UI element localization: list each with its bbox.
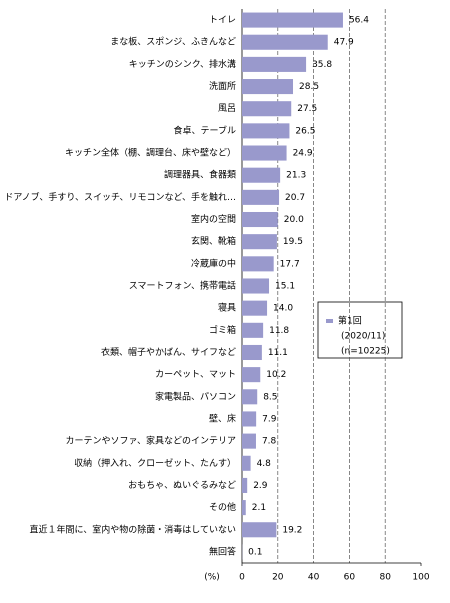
y-tick-label: カーペット、マット [155,369,236,380]
bar [242,500,246,515]
y-tick-label: 食卓、テーブル [174,124,236,136]
bar [242,79,293,94]
bar [242,456,251,471]
bar [242,434,256,449]
data-label: 4.8 [257,459,272,469]
bar [242,146,287,161]
data-label: 28.5 [299,82,319,92]
y-tick-label: 寝具 [218,302,236,314]
bar [242,57,306,72]
y-tick-label: 風呂 [218,103,236,114]
legend-swatch [326,319,333,323]
bar [242,345,262,360]
bar [242,168,280,183]
x-tick-label: 0 [239,573,245,583]
data-label: 2.1 [252,503,266,513]
data-label: 47.9 [334,38,354,48]
bar [242,35,328,50]
bar [242,367,260,382]
y-tick-label: 直近１年間に、室内や物の除菌・消毒はしていない [30,523,236,535]
x-tick-label: 20 [272,573,284,583]
y-tick-label: 冷蔵庫の中 [191,257,236,269]
data-label: 8.5 [263,392,277,402]
bar [242,234,277,249]
data-label: 19.2 [282,525,302,535]
y-tick-label: ドアノブ、手すり、スイッチ、リモコンなど、手を触れ… [4,191,236,203]
x-tick-label: 100 [412,573,429,583]
bar [242,478,247,493]
y-tick-label: キッチン全体（棚、調理台、床や壁など） [65,147,236,159]
data-label: 19.5 [283,237,303,247]
y-tick-label: スマートフォン、携帯電話 [129,280,236,292]
data-label: 35.8 [312,60,332,70]
data-label: 26.5 [295,126,315,136]
y-tick-label: おもちゃ、ぬいぐるみなど [128,480,236,491]
data-label: 2.9 [253,481,268,491]
data-label: 15.1 [275,282,295,292]
y-tick-label: 収納（押入れ、クローゼット、たんす） [74,457,236,469]
y-tick-label: まな板、スポンジ、ふきんなど [110,36,236,48]
bar [242,13,343,28]
data-label: 56.4 [349,16,369,26]
bar [242,256,274,271]
data-label: 10.2 [266,370,286,380]
data-label: 17.7 [280,259,300,269]
bar [242,101,291,116]
data-label: 24.9 [293,149,313,159]
data-label: 21.3 [286,171,306,181]
legend-note: (2020/11) [341,332,385,342]
y-tick-label: 調理器具、食器類 [164,169,236,181]
y-tick-label: 無回答 [209,545,236,557]
data-label: 11.1 [268,348,288,358]
bar [242,123,289,138]
y-tick-label: 衣類、帽子やかばん、サイフなど [101,346,236,358]
data-label: 7.8 [262,437,277,447]
bar [242,389,257,404]
y-tick-label: 壁、床 [209,412,236,424]
x-axis-label: (%) [204,573,220,583]
data-label: 11.8 [269,326,289,336]
bar [242,190,279,205]
legend-label: 第1回 [338,315,362,327]
y-tick-label: 洗面所 [209,80,236,92]
x-tick-label: 80 [379,573,391,583]
data-label: 27.5 [297,104,317,114]
data-label: 0.1 [248,547,262,557]
y-tick-label: トイレ [209,16,236,26]
y-tick-label: 家電製品、パソコン [155,390,236,402]
data-label: 14.0 [273,304,293,314]
x-tick-label: 60 [344,573,356,583]
y-tick-label: ゴミ箱 [209,324,236,336]
legend-note: (n=10225) [341,347,390,357]
bar [242,278,269,293]
x-tick-label: 40 [308,573,320,583]
y-tick-label: 室内の空間 [191,213,236,225]
bar [242,301,267,316]
data-label: 20.7 [285,193,305,203]
y-tick-label: キッチンのシンク、排水溝 [129,58,236,70]
y-tick-label: 玄関、靴箱 [191,235,236,247]
data-label: 7.9 [262,414,277,424]
data-label: 20.0 [284,215,304,225]
bar [242,212,278,227]
bar [242,411,256,426]
y-tick-label: カーテンやソファ、家具などのインテリア [65,435,236,447]
bar [242,522,276,537]
y-tick-label: その他 [209,501,236,513]
bar [242,323,263,338]
